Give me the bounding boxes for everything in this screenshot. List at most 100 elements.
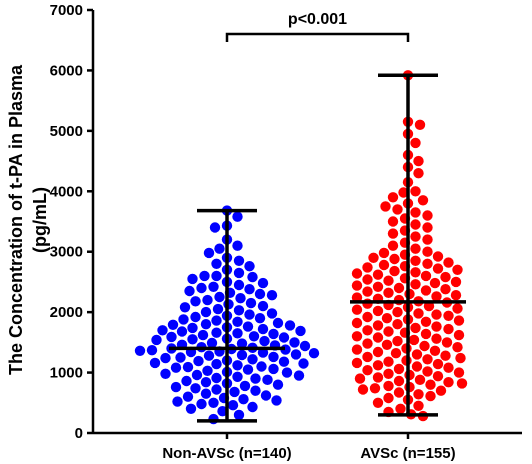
data-point (431, 309, 442, 320)
data-point (196, 282, 207, 294)
data-point (211, 270, 222, 282)
data-point (410, 279, 421, 290)
data-point (245, 297, 257, 309)
data-point (202, 365, 213, 376)
data-point (413, 308, 424, 319)
data-point (236, 338, 248, 349)
data-point (357, 384, 369, 395)
data-point (233, 409, 245, 421)
y-tick-label: 5000 (50, 123, 83, 140)
data-point (431, 291, 442, 302)
data-point (211, 372, 222, 384)
data-point (278, 356, 290, 367)
data-point (229, 386, 240, 398)
data-point (413, 389, 424, 400)
data-point (417, 195, 429, 206)
data-point (372, 320, 384, 331)
data-point (362, 351, 373, 363)
data-point (435, 385, 447, 396)
data-point (443, 323, 454, 335)
data-point (368, 252, 379, 263)
data-point (193, 355, 204, 367)
axes: 0 1000 2000 3000 4000 5000 6000 7000 Non-AVSc (n… (50, 2, 522, 462)
data-point (257, 323, 269, 335)
data-point (362, 274, 373, 285)
data-point (232, 316, 243, 327)
data-point (450, 290, 462, 301)
data-point (179, 302, 191, 313)
data-point (299, 340, 311, 352)
data-point (383, 287, 394, 298)
data-point (380, 201, 391, 212)
data-point (432, 263, 444, 274)
data-point (362, 325, 373, 336)
data-point (232, 328, 243, 339)
data-point (233, 279, 245, 291)
data-point (232, 371, 243, 382)
data-point (392, 335, 403, 347)
data-point (410, 231, 421, 242)
data-point (151, 334, 162, 346)
data-point (351, 344, 363, 355)
data-point (208, 397, 219, 408)
significance-bracket (225, 32, 410, 42)
data-point (157, 325, 168, 336)
data-point (425, 379, 436, 390)
data-point (450, 276, 462, 288)
data-point (398, 187, 409, 198)
data-point (452, 303, 463, 314)
data-point (383, 368, 394, 379)
data-point (187, 334, 198, 345)
data-point (178, 314, 189, 325)
data-point (351, 331, 363, 342)
data-point (455, 352, 466, 364)
data-point (187, 273, 198, 285)
data-point (232, 240, 243, 251)
data-point (378, 259, 390, 271)
data-point (209, 222, 221, 233)
data-point (383, 275, 394, 286)
y-tick-label: 3000 (50, 244, 83, 261)
data-point (351, 304, 363, 315)
data-point (390, 348, 402, 359)
data-point (453, 367, 465, 378)
data-point (227, 400, 239, 411)
y-axis-title-line2: (pg/mL) (30, 187, 50, 253)
summary-bars (169, 73, 466, 423)
data-point (393, 363, 405, 375)
y-tick-label: 6000 (50, 62, 83, 79)
data-point (432, 251, 444, 262)
data-point (383, 392, 394, 404)
data-point (242, 364, 254, 375)
data-point (308, 348, 320, 359)
data-point (411, 349, 423, 360)
data-point (248, 331, 260, 342)
data-point (233, 305, 245, 316)
data-point (420, 285, 432, 296)
data-point (440, 350, 451, 361)
data-point (414, 119, 426, 130)
data-point (268, 363, 279, 375)
data-point (419, 340, 430, 352)
data-point (200, 377, 212, 388)
data-point (281, 367, 293, 378)
data-point (190, 296, 201, 307)
data-point (247, 354, 258, 365)
data-point (170, 381, 182, 393)
y-tick-label: 0 (75, 425, 83, 442)
data-point (211, 258, 222, 269)
data-point (453, 315, 465, 326)
data-point (372, 269, 384, 280)
data-point (268, 351, 279, 363)
data-point (185, 403, 197, 414)
data-point (233, 267, 245, 279)
data-point (298, 358, 309, 369)
y-tick-label: 4000 (50, 183, 83, 200)
data-point (191, 369, 203, 381)
data-point (422, 354, 433, 365)
data-point (214, 243, 225, 254)
data-point (410, 186, 421, 197)
data-point (172, 396, 183, 407)
data-point (211, 327, 222, 338)
